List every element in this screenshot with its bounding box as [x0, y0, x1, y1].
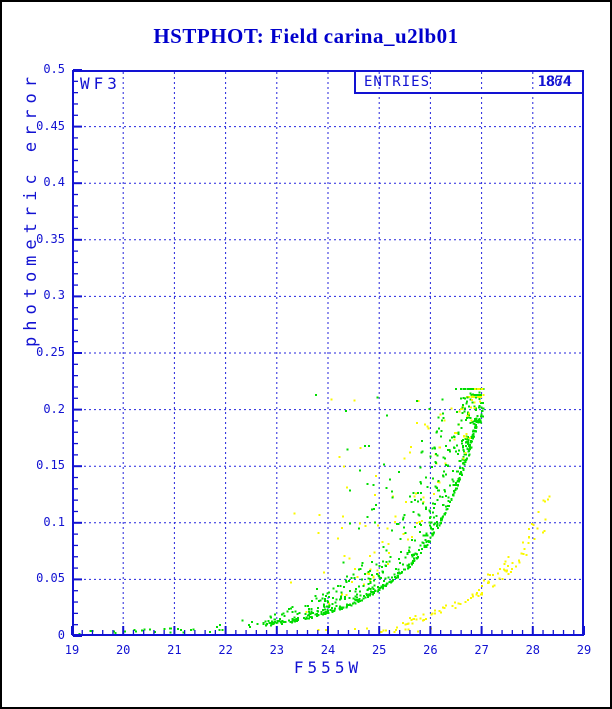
x-tick-label-26: 26: [423, 643, 438, 657]
page-title: HSTPHOT: Field carina_u2lb01: [153, 24, 459, 48]
x-tick-label-20: 20: [115, 643, 131, 657]
y-tick-label-0.05: 0.05: [36, 571, 65, 586]
y-tick-label-0.1: 0.1: [43, 514, 65, 529]
y-tick-label-0.45: 0.45: [36, 118, 65, 133]
entries-value-2: 1864: [537, 74, 571, 90]
y-tick-label-0.15: 0.15: [36, 458, 65, 473]
x-tick-label-29: 29: [576, 643, 592, 657]
x-tick-label-19: 19: [64, 643, 80, 657]
chip-label: WF3: [80, 74, 121, 93]
x-axis-title: F555W: [293, 658, 363, 677]
entries-label: ENTRIES: [364, 74, 431, 90]
y-tick-label-0.5: 0.5: [43, 62, 65, 76]
scatter-points: [78, 388, 551, 635]
x-tick-label-27: 27: [474, 643, 489, 657]
entries-value-1: 1874: [538, 74, 572, 90]
x-tick-label-22: 22: [218, 643, 233, 657]
entries-box: ENTRIES 1874 1864: [354, 70, 584, 94]
x-tick-label-24: 24: [320, 643, 336, 657]
y-tick-label-0.35: 0.35: [36, 231, 65, 246]
grid-lines: [74, 72, 583, 635]
x-tick-label-21: 21: [167, 643, 182, 657]
x-tick-label-25: 25: [371, 643, 387, 657]
y-tick-label-0.4: 0.4: [43, 175, 65, 190]
y-tick-label-0.2: 0.2: [43, 401, 65, 416]
y-axis-title: photometric error: [21, 71, 41, 347]
y-tick-label-0.3: 0.3: [43, 288, 65, 303]
x-tick-label-28: 28: [525, 643, 541, 657]
y-tick-label-0.25: 0.25: [36, 345, 65, 359]
y-tick-label-0: 0: [57, 628, 65, 642]
x-tick-label-23: 23: [269, 643, 285, 657]
axis-ticks: [71, 69, 585, 637]
